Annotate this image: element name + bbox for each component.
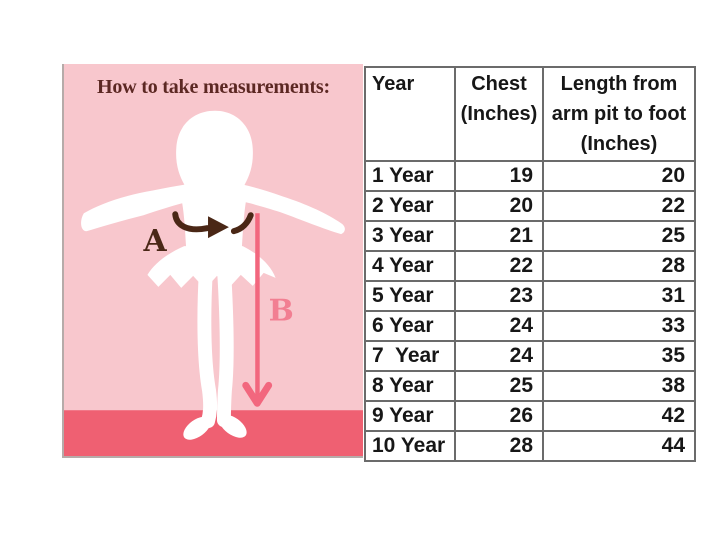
- arms-torso-shape: [81, 182, 345, 250]
- chest-cell: 28: [454, 430, 544, 462]
- chest-cell: 19: [454, 160, 544, 192]
- table-row: 5 Year 23 31: [364, 280, 696, 312]
- right-foot-shape: [219, 414, 247, 438]
- table-row: 4 Year 22 28: [364, 250, 696, 282]
- table-row: 1 Year 19 20: [364, 160, 696, 192]
- chest-arc-left: [172, 211, 211, 233]
- chest-cell: 25: [454, 370, 544, 402]
- chest-cell: 24: [454, 340, 544, 372]
- year-cell: 7 Year: [364, 340, 456, 372]
- length-cell: 33: [542, 310, 696, 342]
- year-cell: 9 Year: [364, 400, 456, 432]
- header-row: Year Chest (Inches) Length from arm pit …: [364, 66, 696, 162]
- table-row: 2 Year 20 22: [364, 190, 696, 222]
- length-cell: 42: [542, 400, 696, 432]
- length-cell: 38: [542, 370, 696, 402]
- table-row: 10 Year 28 44: [364, 430, 696, 462]
- measurement-diagram: A B: [64, 110, 363, 456]
- length-arrowhead-icon: [242, 381, 273, 407]
- girl-silhouette: [81, 110, 345, 440]
- length-arrow-shaft: [255, 213, 260, 398]
- year-cell: 5 Year: [364, 280, 456, 312]
- year-cell: 8 Year: [364, 370, 456, 402]
- length-cell: 20: [542, 160, 696, 192]
- column-header-chest: Chest (Inches): [454, 66, 544, 162]
- label-b: B: [269, 294, 294, 329]
- length-cell: 22: [542, 190, 696, 222]
- chest-arrowhead-icon: [208, 216, 229, 239]
- chest-cell: 23: [454, 280, 544, 312]
- chest-cell: 21: [454, 220, 544, 252]
- length-cell: 25: [542, 220, 696, 252]
- year-cell: 1 Year: [364, 160, 456, 192]
- chest-cell: 22: [454, 250, 544, 282]
- right-leg-shape: [216, 260, 234, 428]
- length-cell: 35: [542, 340, 696, 372]
- column-header-year: Year: [364, 66, 456, 162]
- table-row: 3 Year 21 25: [364, 220, 696, 252]
- column-header-length: Length from arm pit to foot (Inches): [542, 66, 696, 162]
- year-cell: 2 Year: [364, 190, 456, 222]
- size-chart-table: Year Chest (Inches) Length from arm pit …: [364, 66, 696, 462]
- length-cell: 44: [542, 430, 696, 462]
- left-leg-shape: [197, 260, 218, 429]
- year-cell: 3 Year: [364, 220, 456, 252]
- left-foot-shape: [183, 416, 211, 440]
- diagram-title: How to take measurements:: [97, 76, 330, 98]
- length-cell: 31: [542, 280, 696, 312]
- table-row: 8 Year 25 38: [364, 370, 696, 402]
- head-shape: [176, 110, 253, 197]
- year-cell: 4 Year: [364, 250, 456, 282]
- measurement-diagram-panel: How to take measurements:: [62, 64, 363, 458]
- table-row: 6 Year 24 33: [364, 310, 696, 342]
- chest-arc-right: [230, 212, 254, 235]
- table-row: 9 Year 26 42: [364, 400, 696, 432]
- year-cell: 10 Year: [364, 430, 456, 462]
- chest-measure-arrow-a: [172, 211, 254, 239]
- label-a: A: [142, 224, 167, 259]
- chest-cell: 24: [454, 310, 544, 342]
- length-measure-arrow-b: [242, 213, 273, 407]
- chest-cell: 20: [454, 190, 544, 222]
- table-row: 7 Year 24 35: [364, 340, 696, 372]
- year-cell: 6 Year: [364, 310, 456, 342]
- length-cell: 28: [542, 250, 696, 282]
- measurements-table: Year Chest (Inches) Length from arm pit …: [364, 66, 696, 462]
- chest-cell: 26: [454, 400, 544, 432]
